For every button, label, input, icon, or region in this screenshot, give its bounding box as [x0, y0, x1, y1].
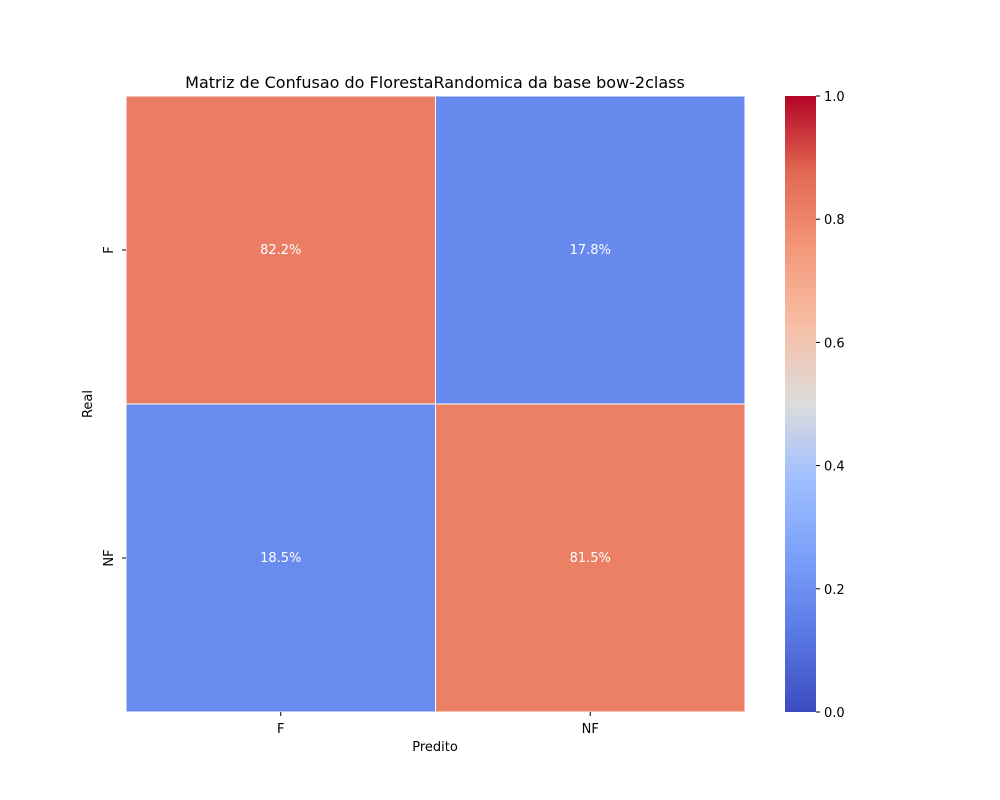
- heatmap-cell: [125, 95, 436, 405]
- y-tick-label: F: [102, 246, 117, 253]
- x-axis-ticks: F NF: [277, 712, 599, 737]
- x-tick-label: F: [277, 722, 284, 737]
- colorbar-tick-label: 1.0: [824, 90, 845, 105]
- heatmap-cell: [435, 403, 746, 713]
- colorbar-tick-label: 0.4: [824, 460, 845, 475]
- cell-value-label: 18.5%: [260, 551, 301, 566]
- cell-value-label: 82.2%: [260, 243, 301, 258]
- colorbar: [785, 96, 816, 712]
- y-axis-label: Real: [81, 390, 96, 418]
- colorbar-tick-label: 0.0: [824, 706, 845, 721]
- chart-title: Matriz de Confusao do FlorestaRandomica …: [185, 73, 685, 92]
- cell-value-label: 81.5%: [570, 551, 611, 566]
- x-tick-label: NF: [582, 722, 599, 737]
- heatmap-cells: 82.2% 17.8% 18.5% 81.5%: [125, 95, 746, 713]
- heatmap-cell: [435, 95, 746, 405]
- cell-value-label: 17.8%: [570, 243, 611, 258]
- colorbar-tick-label: 0.2: [824, 583, 845, 598]
- colorbar-tick-label: 0.6: [824, 336, 845, 351]
- y-axis-ticks: F NF: [102, 246, 126, 567]
- colorbar-tick-label: 0.8: [824, 213, 845, 228]
- colorbar-ticks: 0.0 0.2 0.4 0.6 0.8 1.0: [816, 90, 845, 721]
- x-axis-label: Predito: [412, 740, 458, 755]
- heatmap-cell: [125, 403, 436, 713]
- y-tick-label: NF: [102, 549, 117, 566]
